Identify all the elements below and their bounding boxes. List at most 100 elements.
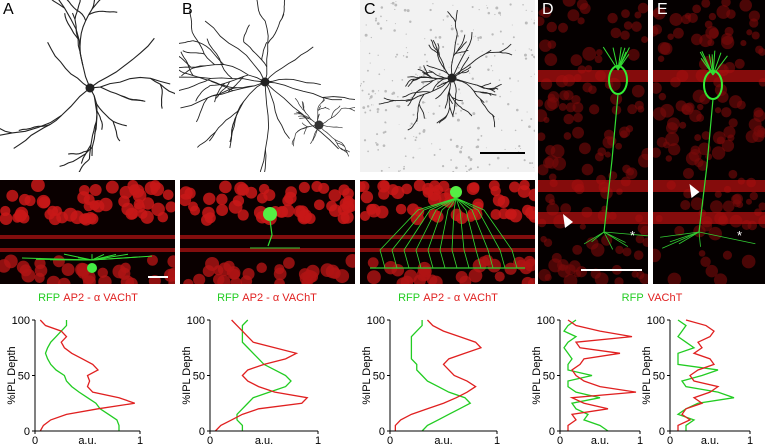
- red-blob: [572, 101, 584, 113]
- dendrite: [712, 52, 722, 76]
- terminal: [603, 231, 614, 250]
- speckle: [461, 102, 464, 105]
- nucleus: [528, 210, 535, 223]
- nucleus: [468, 182, 480, 193]
- speckle: [466, 170, 468, 172]
- speckle: [452, 4, 454, 6]
- speckle: [459, 54, 462, 56]
- speckle: [485, 100, 488, 103]
- neurite: [455, 197, 506, 269]
- arrowhead: [689, 184, 700, 198]
- image-panel: [179, 0, 355, 172]
- nucleus: [78, 213, 90, 225]
- speckle: [397, 105, 401, 108]
- red-blob: [589, 104, 600, 115]
- speckle: [429, 8, 432, 12]
- red-blob: [653, 147, 662, 158]
- nucleus: [494, 271, 505, 282]
- dendrite: [421, 77, 453, 83]
- dendrite: [66, 0, 87, 21]
- dendrite: [492, 114, 496, 128]
- dendrite: [264, 81, 290, 139]
- image-panel: [180, 180, 355, 284]
- speckle: [418, 66, 422, 69]
- speckle: [432, 112, 435, 115]
- speckle: [526, 111, 528, 113]
- nucleus: [121, 202, 135, 216]
- speckle: [533, 21, 535, 25]
- terminal: [660, 231, 700, 238]
- legend-entry: AP2 - α VAChT: [423, 292, 498, 304]
- image-panel: [360, 180, 535, 284]
- dendrite: [341, 107, 355, 112]
- speckle: [366, 105, 370, 108]
- dendrite: [450, 33, 458, 79]
- dendrite: [462, 108, 473, 117]
- speckle: [534, 73, 535, 75]
- red-blob: [590, 268, 601, 279]
- nucleus: [438, 180, 450, 192]
- dendrite: [227, 76, 244, 93]
- speckle: [403, 165, 405, 168]
- red-blob: [551, 252, 562, 263]
- speckle: [498, 118, 499, 120]
- dendrite: [448, 77, 454, 117]
- dendrite: [451, 96, 463, 102]
- nucleus: [167, 255, 175, 268]
- red-blob: [708, 12, 717, 21]
- speckle: [514, 147, 516, 149]
- speckle: [405, 55, 409, 59]
- terminal: [591, 231, 605, 243]
- speckle: [524, 57, 528, 60]
- speckle: [405, 47, 407, 49]
- dendrite: [432, 78, 445, 92]
- speckle: [375, 141, 377, 144]
- dendrite: [451, 32, 473, 79]
- red-blob: [746, 29, 753, 36]
- red-blob: [614, 277, 624, 284]
- nucleus: [18, 193, 31, 206]
- speckle: [388, 166, 390, 169]
- speckle: [530, 49, 533, 51]
- y-tick-label: 100: [187, 315, 205, 327]
- speckle: [520, 147, 522, 149]
- red-blob: [672, 27, 684, 39]
- nucleus: [304, 212, 316, 225]
- nucleus: [396, 277, 410, 284]
- speckle: [384, 121, 387, 124]
- red-blob: [699, 34, 713, 48]
- speckle: [396, 53, 399, 56]
- speckle: [486, 7, 489, 9]
- speckle: [394, 100, 396, 102]
- speckle: [494, 55, 496, 57]
- neurite: [455, 197, 482, 269]
- dendrite: [195, 85, 211, 102]
- red-blob: [721, 107, 732, 118]
- dendrite: [447, 11, 456, 23]
- nucleus: [527, 278, 535, 284]
- nucleus: [245, 186, 258, 199]
- nucleus: [328, 204, 342, 218]
- y-tick-label: 50: [193, 371, 205, 383]
- speckle: [459, 150, 463, 154]
- speckle: [376, 110, 379, 113]
- dendrite: [617, 47, 630, 71]
- dendrite: [461, 70, 470, 74]
- speckle: [384, 108, 388, 112]
- speckle: [465, 58, 467, 60]
- nucleus: [455, 271, 468, 283]
- red-blob: [692, 89, 706, 103]
- red-blob: [653, 25, 659, 37]
- red-blob: [674, 225, 685, 236]
- speckle: [362, 80, 365, 83]
- red-blob: [669, 13, 683, 26]
- speckle: [455, 166, 458, 170]
- red-blob: [679, 121, 687, 129]
- y-tick-label: 50: [18, 371, 30, 383]
- nucleus: [406, 203, 420, 216]
- red-band: [653, 212, 765, 224]
- dendrite: [91, 0, 96, 10]
- red-blob: [708, 226, 722, 241]
- speckle: [367, 93, 370, 96]
- speckle: [448, 66, 450, 68]
